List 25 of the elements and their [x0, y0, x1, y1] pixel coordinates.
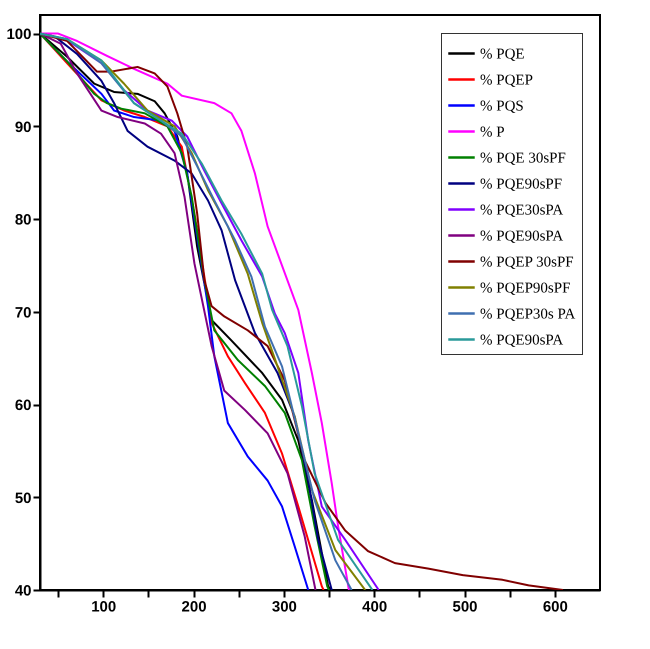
x-tick-label: 300 [272, 598, 297, 616]
legend-label: % PQS [480, 98, 524, 114]
y-tick-label: 40 [14, 582, 32, 600]
legend-label: % PQE30sPA [480, 202, 564, 218]
legend-label: % PQE90sPF [480, 176, 562, 192]
x-tick-label: 100 [91, 598, 116, 616]
x-tick-label: 600 [542, 598, 568, 616]
legend-label: % PQEP30s PA [480, 306, 576, 322]
legend-label: % P [480, 124, 505, 140]
legend-label: % PQEP 30sPF [480, 254, 574, 270]
y-tick-label: 90 [14, 118, 32, 136]
legend-label: % PQE90sPA [480, 332, 564, 348]
x-tick-label: 400 [362, 598, 388, 616]
legend-label: % PQEP90sPF [480, 280, 570, 296]
y-tick-label: 100 [6, 26, 32, 44]
legend-label: % PQE90sPA [480, 228, 564, 244]
y-tick-label: 70 [14, 304, 32, 322]
x-tick-label: 200 [182, 598, 207, 616]
y-tick-label: 50 [14, 490, 32, 507]
legend-label: % PQE 30sPF [480, 150, 566, 166]
x-tick-label: 500 [452, 598, 478, 616]
y-tick-label: 80 [14, 212, 32, 229]
legend-label: % PQEP [480, 72, 533, 88]
legend-label: % PQE [480, 46, 525, 62]
y-tick-label: 60 [14, 397, 32, 414]
